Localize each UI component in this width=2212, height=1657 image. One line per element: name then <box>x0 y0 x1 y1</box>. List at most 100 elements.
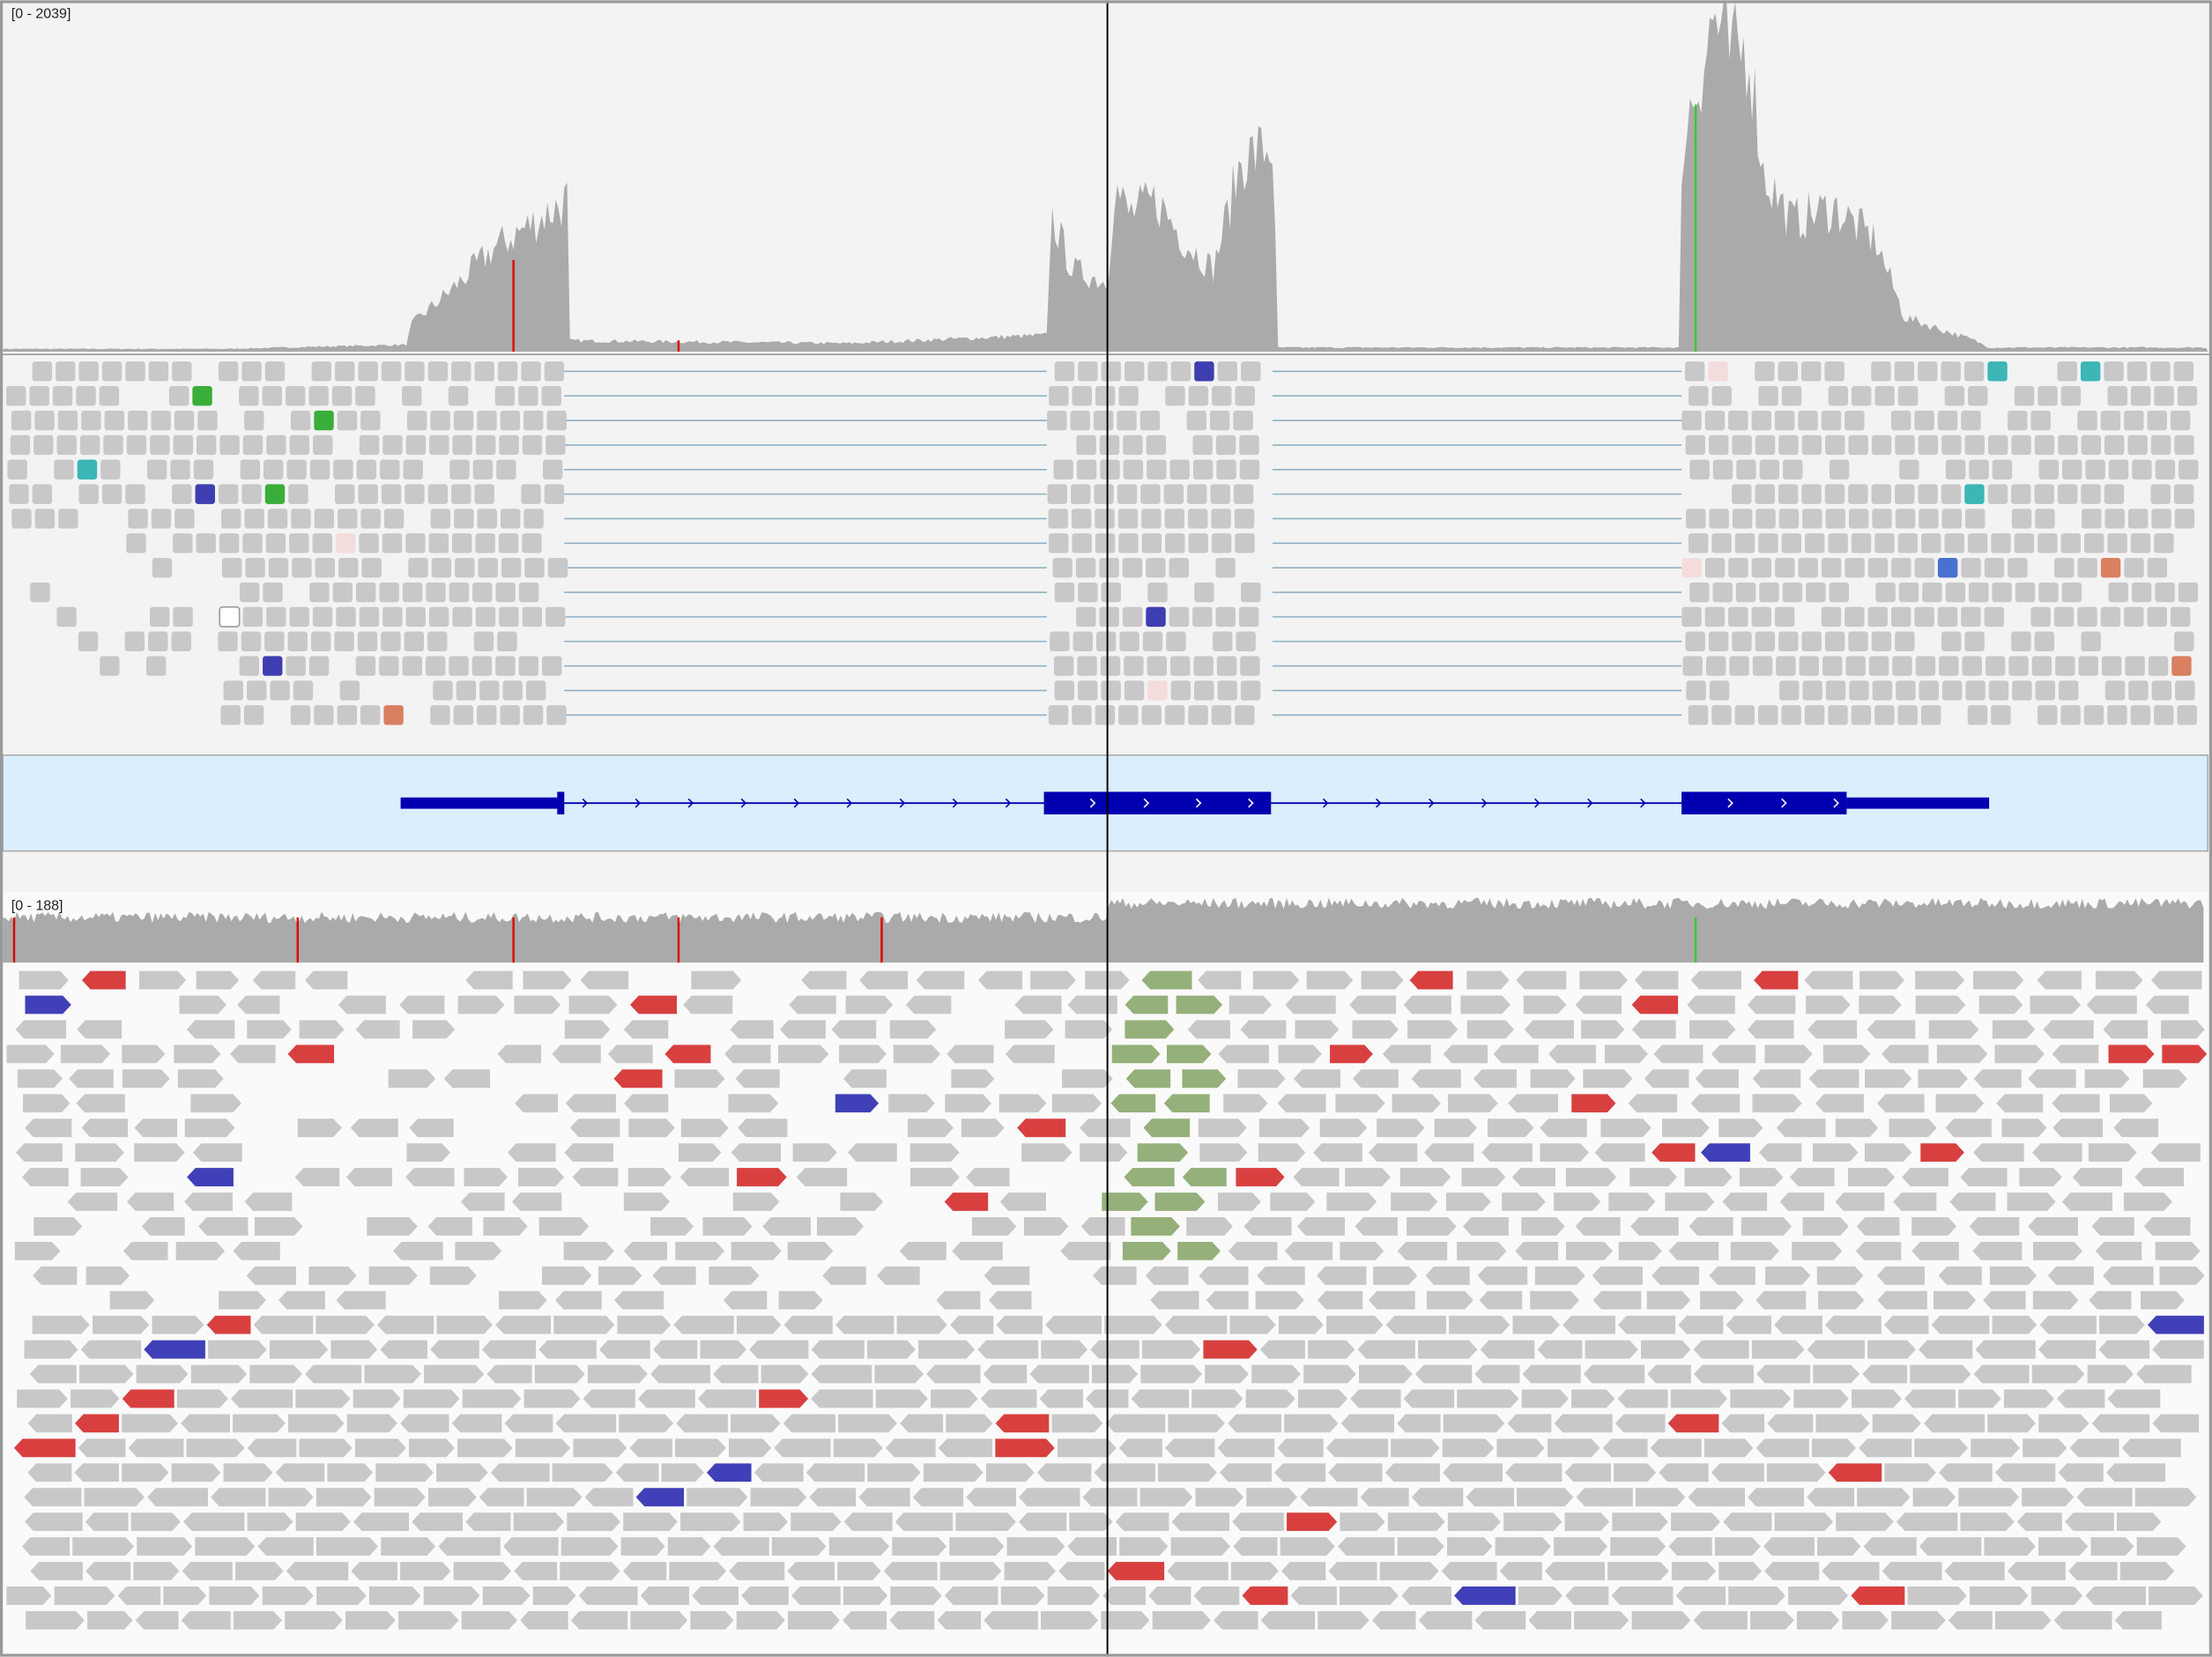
read <box>1270 1193 1316 1211</box>
read <box>1457 1389 1519 1408</box>
read <box>1169 557 1189 578</box>
read <box>1704 606 1726 628</box>
read <box>1890 410 1911 431</box>
read <box>1118 705 1139 725</box>
read <box>1892 656 1912 676</box>
read <box>1890 606 1911 628</box>
read <box>1988 680 2009 701</box>
read <box>196 970 240 990</box>
read <box>2080 361 2101 382</box>
read <box>1080 1118 1131 1138</box>
read <box>1641 1340 1691 1359</box>
read <box>242 606 264 628</box>
read <box>2098 1340 2150 1359</box>
read <box>315 1315 375 1334</box>
read <box>1211 509 1231 529</box>
read <box>1893 1193 1937 1211</box>
read <box>1259 1340 1305 1359</box>
read <box>1689 1020 1736 1039</box>
read <box>893 1044 941 1064</box>
read <box>76 1094 125 1113</box>
read <box>2136 1364 2192 1384</box>
read <box>811 1389 873 1408</box>
read <box>2058 680 2079 701</box>
read <box>1385 1315 1446 1334</box>
read <box>522 606 543 628</box>
read <box>1423 1143 1474 1163</box>
read <box>2173 484 2194 504</box>
read <box>1585 1340 1638 1359</box>
read <box>1382 1044 1431 1064</box>
read <box>1284 1241 1333 1260</box>
read <box>1859 995 1902 1014</box>
read <box>2011 509 2032 529</box>
read <box>1650 1438 1702 1458</box>
read <box>498 533 519 554</box>
read <box>2038 386 2058 406</box>
read <box>1411 1069 1461 1089</box>
exon <box>1681 791 1847 814</box>
read <box>76 386 96 406</box>
read <box>835 1094 880 1113</box>
read <box>2030 1586 2083 1605</box>
read <box>1848 1168 1896 1186</box>
strand-arrow <box>635 798 642 808</box>
read <box>1937 557 1958 578</box>
read <box>1349 995 1397 1014</box>
read <box>233 1414 286 1433</box>
read <box>367 1217 418 1236</box>
read <box>1076 435 1096 456</box>
read <box>2173 361 2194 382</box>
read <box>1607 1562 1669 1580</box>
read <box>842 1069 887 1089</box>
read <box>877 1266 920 1285</box>
read <box>398 1610 459 1630</box>
read <box>1233 1537 1278 1556</box>
read <box>1750 1610 1794 1630</box>
read <box>15 1143 63 1163</box>
read <box>428 606 449 628</box>
read <box>1274 1463 1326 1482</box>
read <box>2107 386 2127 406</box>
read <box>1345 1168 1391 1186</box>
read <box>355 656 376 676</box>
read <box>676 1414 728 1433</box>
read <box>1206 1290 1249 1310</box>
read <box>218 484 239 504</box>
read <box>1048 509 1068 529</box>
read <box>235 1562 284 1580</box>
read <box>1808 1069 1859 1089</box>
read <box>186 1020 235 1039</box>
read <box>1945 1118 1992 1138</box>
read <box>99 386 120 406</box>
read <box>944 1586 998 1605</box>
read <box>1368 1290 1415 1310</box>
read <box>995 1438 1055 1458</box>
read <box>1397 1241 1448 1260</box>
read <box>34 410 55 431</box>
read <box>1236 631 1256 651</box>
read <box>2014 533 2035 554</box>
read <box>1213 631 1233 651</box>
read <box>1512 1315 1560 1334</box>
read <box>2155 1241 2201 1260</box>
read <box>85 1562 131 1580</box>
read <box>1140 484 1161 504</box>
read <box>1646 1290 1691 1310</box>
read <box>1752 1069 1801 1089</box>
read <box>1704 1438 1754 1458</box>
read <box>452 435 472 456</box>
read <box>1689 459 1710 479</box>
read <box>245 557 265 578</box>
read <box>1094 1463 1155 1482</box>
read <box>523 509 544 529</box>
read <box>607 1044 653 1064</box>
read <box>1975 1340 2036 1359</box>
read <box>1146 606 1166 628</box>
read <box>1718 1562 1763 1580</box>
read <box>136 1364 189 1384</box>
strand-arrow <box>899 798 906 808</box>
read <box>1166 1044 1212 1064</box>
read <box>888 1094 935 1113</box>
read <box>1474 1364 1520 1384</box>
